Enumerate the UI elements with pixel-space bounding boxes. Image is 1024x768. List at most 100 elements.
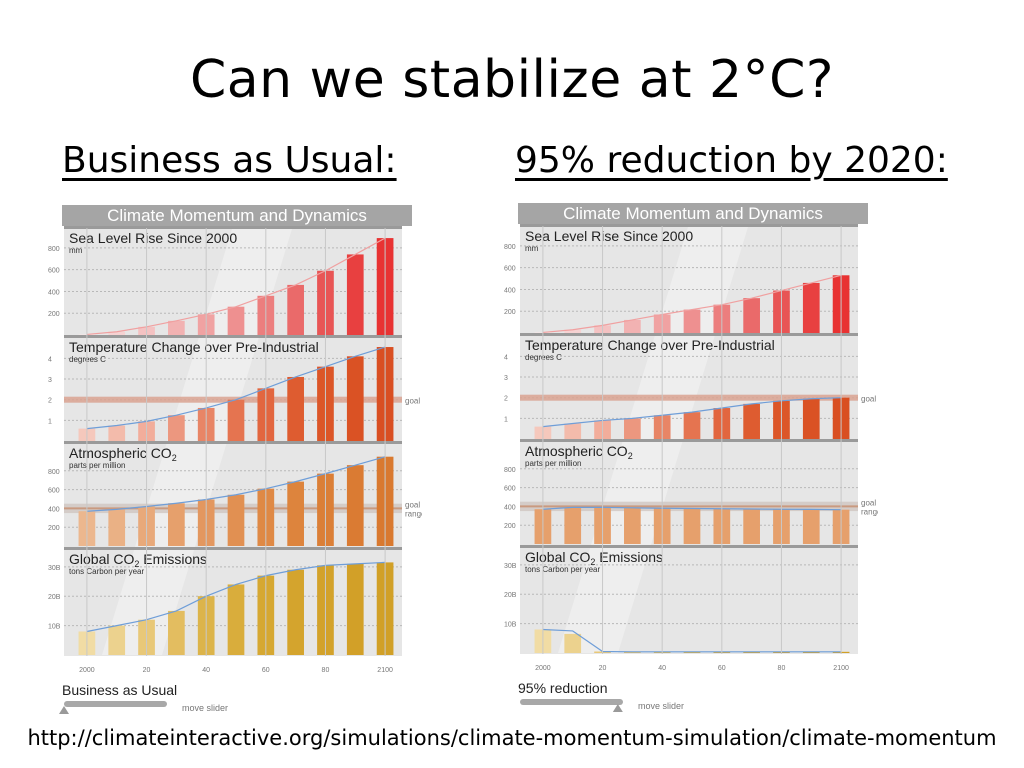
y-tick-label: 10B bbox=[504, 622, 517, 629]
x-tick-label: 60 bbox=[262, 667, 270, 674]
bar-sea-2090 bbox=[802, 282, 820, 333]
bar-emis-2070 bbox=[287, 569, 304, 655]
x-tick-label: 40 bbox=[202, 667, 210, 674]
subplot-divider bbox=[520, 439, 858, 442]
bar-temp-2010 bbox=[564, 423, 582, 439]
subplot-co2: 200400600800goalrangeAtmospheric CO2part… bbox=[504, 439, 878, 544]
y-tick-label: 600 bbox=[504, 486, 516, 493]
y-tick-label: 800 bbox=[48, 246, 60, 253]
chart-header-title: Climate Momentum and Dynamics bbox=[107, 206, 367, 225]
subplot-divider bbox=[64, 335, 402, 338]
x-tick-label: 2000 bbox=[79, 667, 95, 674]
y-tick-label: 4 bbox=[48, 356, 52, 363]
bar-emis-2050 bbox=[227, 584, 245, 655]
bar-temp-2090 bbox=[346, 356, 364, 441]
subplot-divider bbox=[64, 441, 402, 444]
y-tick-label: 20B bbox=[504, 592, 517, 599]
x-tick-label: 20 bbox=[143, 667, 151, 674]
slider-handle[interactable] bbox=[612, 704, 623, 712]
subplot-divider bbox=[64, 226, 402, 229]
x-tick-label: 60 bbox=[718, 665, 726, 672]
bar-temp-2050 bbox=[683, 412, 701, 439]
subplot-title: Global CO2 Emissions bbox=[69, 551, 207, 569]
y-tick-label: 600 bbox=[48, 268, 60, 275]
bar-co2-2030 bbox=[168, 503, 185, 546]
y-tick-label: 3 bbox=[504, 375, 508, 382]
subplot-title: Temperature Change over Pre-Industrial bbox=[525, 337, 775, 353]
y-tick-label: 200 bbox=[48, 525, 60, 532]
subplot-title: Global CO2 Emissions bbox=[525, 549, 663, 567]
chart-svg: Climate Momentum and Dynamics 200 400 600 80… bbox=[48, 205, 422, 714]
subplot-unit: mm bbox=[69, 246, 83, 255]
y-tick-label: 800 bbox=[48, 469, 60, 476]
trend-line-temp bbox=[86, 346, 386, 430]
trend-line-sea bbox=[542, 274, 842, 334]
chart-header-title: Climate Momentum and Dynamics bbox=[563, 204, 823, 223]
bar-sea-2090 bbox=[346, 254, 364, 335]
subplot-divider bbox=[520, 224, 858, 227]
source-url: http://climateinteractive.org/simulation… bbox=[27, 726, 997, 750]
bar-temp-2010 bbox=[108, 425, 126, 441]
goal-label: goal bbox=[405, 397, 420, 406]
y-tick-label: 200 bbox=[48, 311, 60, 318]
subplot-unit: parts per million bbox=[525, 459, 581, 468]
x-tick-label: 2000 bbox=[535, 665, 551, 672]
goal-range-label: range bbox=[861, 507, 878, 516]
goal-label: goal bbox=[861, 395, 876, 404]
bar-co2-2050 bbox=[227, 494, 245, 546]
bar-sea-2010 bbox=[564, 329, 582, 333]
scenario-label: 95% reduction bbox=[518, 680, 608, 696]
chart-svg: Climate Momentum and Dynamics 200 400 600 80… bbox=[504, 203, 878, 712]
scenario-label: Business as Usual bbox=[62, 682, 177, 698]
bar-sea-2050 bbox=[227, 306, 245, 335]
subplot-unit: degrees C bbox=[69, 355, 106, 364]
x-tick-label: 40 bbox=[658, 665, 666, 672]
slider-hint: move slider bbox=[638, 701, 684, 711]
subplot-divider bbox=[64, 547, 402, 550]
subplot-title: Sea Level Rise Since 2000 bbox=[525, 228, 693, 244]
trend-line-sea bbox=[86, 237, 386, 336]
y-tick-label: 20B bbox=[48, 594, 61, 601]
x-tick-label: 2100 bbox=[377, 667, 393, 674]
bar-temp-2030 bbox=[624, 418, 641, 439]
bar-sea-2070 bbox=[743, 298, 760, 333]
y-tick-label: 2 bbox=[504, 396, 508, 403]
scenario-heading-95-reduction: 95% reduction by 2020: bbox=[515, 140, 948, 181]
bar-sea-2070 bbox=[287, 284, 304, 335]
subplot-title: Temperature Change over Pre-Industrial bbox=[69, 339, 319, 355]
slider-track bbox=[520, 699, 623, 705]
trend-line-emis bbox=[86, 561, 386, 633]
bar-temp-2030 bbox=[168, 415, 185, 441]
slide-title: Can we stabilize at 2°C? bbox=[190, 50, 834, 110]
bar-emis-2030 bbox=[168, 610, 185, 655]
bar-co2-2010 bbox=[564, 507, 582, 544]
y-tick-label: 600 bbox=[504, 266, 516, 273]
bar-co2-2070 bbox=[743, 509, 760, 544]
x-tick-label: 2100 bbox=[833, 665, 849, 672]
bar-co2-2010 bbox=[108, 509, 126, 546]
subplot-title: Sea Level Rise Since 2000 bbox=[69, 230, 237, 246]
bar-co2-2050 bbox=[683, 508, 701, 544]
chart-header-bar bbox=[62, 205, 412, 226]
subplot-divider bbox=[520, 545, 858, 548]
bar-temp-2090 bbox=[802, 398, 820, 439]
slider-track bbox=[64, 701, 167, 707]
y-tick-label: 400 bbox=[504, 504, 516, 511]
bar-co2-2090 bbox=[802, 509, 820, 544]
bar-temp-2070 bbox=[743, 403, 760, 439]
goal-label: goal bbox=[861, 498, 876, 507]
subplot-unit: parts per million bbox=[69, 461, 125, 470]
trend-line-emis bbox=[542, 628, 842, 653]
y-tick-label: 4 bbox=[504, 354, 508, 361]
bar-emis-2090 bbox=[346, 563, 364, 655]
y-tick-label: 1 bbox=[48, 418, 52, 425]
subplot-unit: degrees C bbox=[525, 353, 562, 362]
y-tick-label: 200 bbox=[504, 309, 516, 316]
simulation-panel-business-as-usual: Climate Momentum and Dynamics 200 400 600 80… bbox=[42, 198, 422, 720]
bar-sea-2030 bbox=[624, 319, 641, 333]
y-tick-label: 200 bbox=[504, 523, 516, 530]
subplot-temp: 1 2 3 4 goal Temperature Change over Pre-Indu… bbox=[504, 333, 876, 439]
slider-handle[interactable] bbox=[59, 706, 69, 714]
x-tick-label: 80 bbox=[322, 667, 330, 674]
